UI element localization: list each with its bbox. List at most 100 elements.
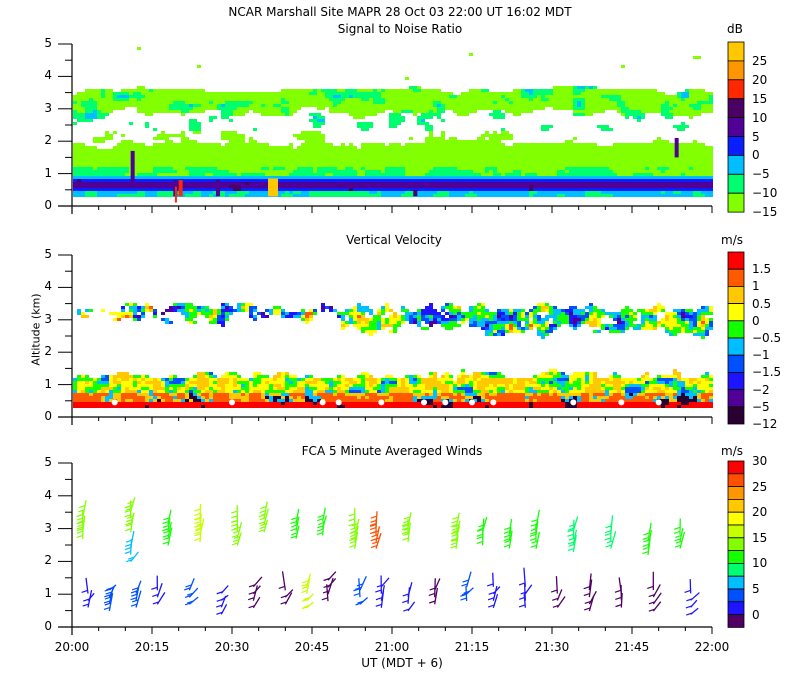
- snr-cell: [433, 176, 437, 179]
- snr-cell: [621, 152, 625, 155]
- snr-cell: [105, 104, 109, 107]
- snr-cell: [433, 182, 437, 185]
- snr-cell: [77, 95, 81, 98]
- snr-cell: [545, 155, 549, 158]
- snr-cell: [473, 161, 477, 164]
- vv-cell: [149, 381, 153, 384]
- snr-cell: [533, 161, 537, 164]
- snr-cell: [633, 107, 637, 110]
- snr-cell: [277, 170, 281, 173]
- snr-cell: [349, 173, 353, 176]
- snr-cell: [657, 188, 661, 191]
- snr-cell: [625, 98, 629, 101]
- snr-cell: [501, 167, 505, 170]
- snr-cell: [473, 89, 477, 92]
- snr-cell: [549, 98, 553, 101]
- snr-cell: [181, 137, 185, 140]
- snr-cell: [77, 188, 81, 191]
- snr-cell: [177, 146, 181, 149]
- snr-cell: [449, 149, 453, 152]
- snr-cell: [469, 89, 473, 92]
- vv-cell: [113, 393, 117, 396]
- snr-cell: [337, 104, 341, 107]
- snr-cell: [637, 95, 641, 98]
- snr-cell: [353, 194, 357, 197]
- snr-cell: [345, 104, 349, 107]
- snr-cell: [121, 155, 125, 158]
- snr-cell: [105, 134, 109, 137]
- snr-cell: [165, 134, 169, 137]
- snr-cell: [341, 167, 345, 170]
- snr-cell: [521, 173, 525, 176]
- snr-cell: [361, 182, 365, 185]
- snr-cell: [521, 152, 525, 155]
- snr-cell: [677, 155, 681, 158]
- vv-cell: [197, 393, 201, 396]
- snr-heatmap: [73, 47, 713, 203]
- snr-cell: [485, 191, 489, 194]
- snr-cell: [381, 161, 385, 164]
- snr-cell: [125, 179, 129, 182]
- vv-cell: [117, 405, 121, 408]
- snr-cell: [225, 113, 229, 116]
- snr-cell: [569, 98, 573, 101]
- snr-cell: [489, 182, 493, 185]
- snr-cell: [549, 170, 553, 173]
- snr-cell: [637, 158, 641, 161]
- vv-cell: [137, 393, 141, 396]
- snr-cell: [285, 176, 289, 179]
- snr-cell: [493, 155, 497, 158]
- snr-cell: [165, 101, 169, 104]
- snr-cell: [693, 188, 697, 191]
- vv-cell: [73, 390, 77, 393]
- snr-cell: [333, 95, 337, 98]
- snr-cell: [637, 107, 641, 110]
- snr-cell: [161, 167, 165, 170]
- snr-cell: [665, 101, 669, 104]
- snr-cell: [697, 92, 701, 95]
- snr-cell: [97, 116, 101, 119]
- snr-cell: [417, 119, 421, 122]
- snr-cell: [421, 122, 425, 125]
- snr-cell: [689, 143, 693, 146]
- vv-cell: [121, 402, 125, 405]
- snr-cell: [121, 173, 125, 176]
- snr-cell: [361, 194, 365, 197]
- snr-cell: [425, 173, 429, 176]
- snr-cell: [361, 107, 365, 110]
- snr-cell: [133, 167, 137, 170]
- snr-cell: [493, 176, 497, 179]
- snr-cell: [705, 152, 709, 155]
- snr-cell: [501, 182, 505, 185]
- snr-cell: [105, 170, 109, 173]
- snr-cell: [93, 161, 97, 164]
- snr-cell: [641, 167, 645, 170]
- snr-cell: [681, 143, 685, 146]
- snr-cell: [429, 92, 433, 95]
- snr-cell: [285, 149, 289, 152]
- snr-cell: [549, 95, 553, 98]
- snr-cell: [285, 101, 289, 104]
- snr-cell: [73, 104, 77, 107]
- vv-cell: [213, 309, 217, 312]
- snr-cell: [681, 179, 685, 182]
- snr-cell: [629, 194, 633, 197]
- snr-cell: [477, 152, 481, 155]
- snr-cell: [425, 152, 429, 155]
- snr-cell: [197, 95, 201, 98]
- vv-cell: [81, 387, 85, 390]
- snr-cell: [625, 116, 629, 119]
- vv-cell: [241, 396, 245, 399]
- snr-cell: [469, 164, 473, 167]
- snr-cell: [333, 164, 337, 167]
- snr-cell: [349, 92, 353, 95]
- snr-cell: [601, 149, 605, 152]
- snr-cell: [533, 152, 537, 155]
- snr-cell: [381, 164, 385, 167]
- snr-cell: [133, 89, 137, 92]
- snr-cell: [609, 167, 613, 170]
- snr-cell: [429, 146, 433, 149]
- snr-cell: [305, 104, 309, 107]
- snr-cell: [545, 149, 549, 152]
- snr-cell: [541, 167, 545, 170]
